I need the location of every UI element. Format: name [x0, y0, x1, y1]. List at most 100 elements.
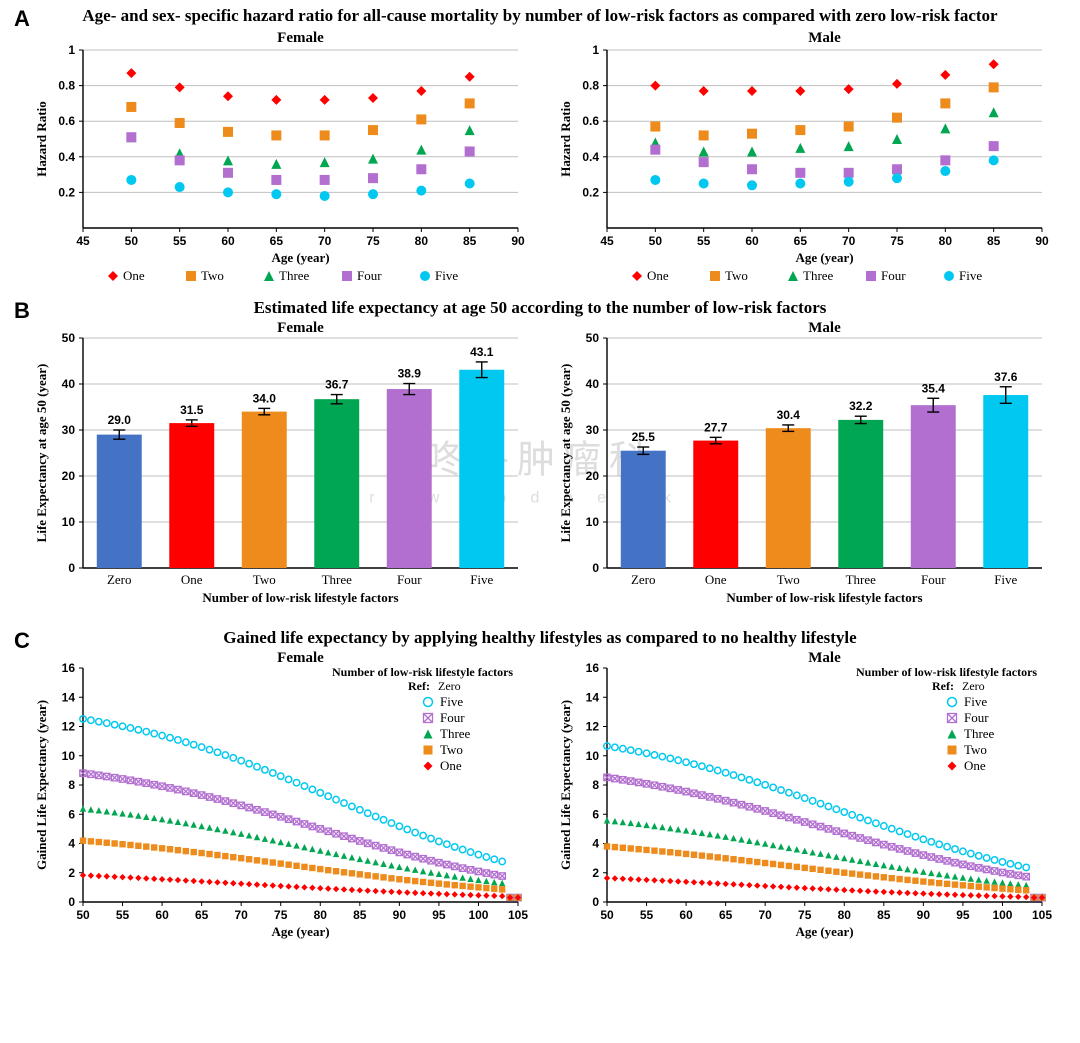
- svg-text:38.9: 38.9: [398, 367, 422, 381]
- svg-text:Hazard Ratio: Hazard Ratio: [34, 101, 49, 176]
- svg-text:Three: Three: [964, 726, 995, 741]
- svg-text:One: One: [181, 572, 203, 587]
- svg-text:Two: Two: [201, 268, 224, 283]
- svg-text:Ref:: Ref:: [408, 679, 430, 693]
- svg-text:10: 10: [586, 515, 600, 529]
- svg-text:2: 2: [592, 866, 599, 880]
- svg-text:Two: Two: [253, 572, 276, 587]
- svg-text:75: 75: [366, 234, 380, 248]
- svg-text:45: 45: [76, 234, 90, 248]
- svg-text:0: 0: [592, 895, 599, 909]
- svg-text:Three: Three: [279, 268, 310, 283]
- svg-text:95: 95: [432, 908, 446, 922]
- svg-text:One: One: [705, 572, 727, 587]
- svg-text:50: 50: [586, 331, 600, 345]
- svg-text:Age (year): Age (year): [271, 924, 329, 939]
- svg-text:12: 12: [62, 720, 76, 734]
- svg-text:65: 65: [719, 908, 733, 922]
- svg-text:Ref:: Ref:: [932, 679, 954, 693]
- line-chart: Male024681012141650556065707580859095100…: [552, 648, 1052, 948]
- svg-text:Male: Male: [808, 320, 841, 336]
- svg-text:75: 75: [890, 234, 904, 248]
- svg-text:0: 0: [592, 561, 599, 575]
- line-chart: Female0246810121416505560657075808590951…: [28, 648, 528, 948]
- svg-text:One: One: [647, 268, 669, 283]
- svg-text:55: 55: [640, 908, 654, 922]
- svg-text:10: 10: [62, 515, 76, 529]
- svg-text:One: One: [123, 268, 145, 283]
- svg-text:50: 50: [76, 908, 90, 922]
- svg-text:0.2: 0.2: [58, 185, 75, 199]
- svg-text:0.6: 0.6: [582, 114, 599, 128]
- svg-text:105: 105: [508, 908, 528, 922]
- panel-a-charts: Female0.20.40.60.8145505560657075808590A…: [10, 28, 1070, 288]
- svg-text:50: 50: [600, 908, 614, 922]
- svg-text:Age (year): Age (year): [795, 250, 853, 265]
- svg-text:Three: Three: [803, 268, 834, 283]
- svg-text:40: 40: [586, 377, 600, 391]
- svg-text:Two: Two: [725, 268, 748, 283]
- svg-text:4: 4: [68, 837, 75, 851]
- svg-text:70: 70: [318, 234, 332, 248]
- svg-text:Hazard Ratio: Hazard Ratio: [558, 101, 573, 176]
- svg-text:Five: Five: [959, 268, 982, 283]
- svg-text:Zero: Zero: [107, 572, 132, 587]
- svg-text:105: 105: [1032, 908, 1052, 922]
- svg-text:Number of low-risk lifestyle f: Number of low-risk lifestyle factors: [202, 590, 398, 605]
- svg-text:90: 90: [511, 234, 525, 248]
- svg-text:70: 70: [235, 908, 249, 922]
- svg-text:85: 85: [987, 234, 1001, 248]
- svg-text:60: 60: [221, 234, 235, 248]
- svg-text:37.6: 37.6: [994, 370, 1018, 384]
- svg-text:75: 75: [274, 908, 288, 922]
- svg-text:Two: Two: [777, 572, 800, 587]
- svg-text:0.2: 0.2: [582, 185, 599, 199]
- svg-text:1: 1: [592, 43, 599, 57]
- svg-text:85: 85: [463, 234, 477, 248]
- svg-text:90: 90: [917, 908, 931, 922]
- scatter-chart: Male0.20.40.60.8145505560657075808590Age…: [552, 28, 1052, 288]
- svg-text:55: 55: [173, 234, 187, 248]
- svg-text:Four: Four: [881, 268, 906, 283]
- svg-text:Age (year): Age (year): [795, 924, 853, 939]
- svg-text:Two: Two: [964, 742, 987, 757]
- svg-text:0.8: 0.8: [582, 79, 599, 93]
- svg-text:0: 0: [68, 561, 75, 575]
- svg-text:1: 1: [68, 43, 75, 57]
- svg-text:70: 70: [759, 908, 773, 922]
- svg-text:Three: Three: [846, 572, 877, 587]
- bar-chart: Female01020304050Life Expectancy at age …: [28, 318, 528, 618]
- panel-c-title: Gained life expectancy by applying healt…: [10, 628, 1070, 648]
- svg-text:Life Expectancy at age 50 (yea: Life Expectancy at age 50 (year): [34, 364, 49, 543]
- svg-text:0.8: 0.8: [58, 79, 75, 93]
- svg-text:Five: Five: [440, 694, 463, 709]
- svg-text:16: 16: [586, 661, 600, 675]
- svg-text:8: 8: [68, 778, 75, 792]
- svg-text:Number of low-risk lifestyle f: Number of low-risk lifestyle factors: [726, 590, 922, 605]
- svg-text:32.2: 32.2: [849, 399, 873, 413]
- svg-text:20: 20: [586, 469, 600, 483]
- panel-b-title: Estimated life expectancy at age 50 acco…: [10, 298, 1070, 318]
- svg-text:Four: Four: [397, 572, 422, 587]
- svg-text:Four: Four: [440, 710, 465, 725]
- svg-text:65: 65: [270, 234, 284, 248]
- svg-text:Zero: Zero: [631, 572, 656, 587]
- svg-text:2: 2: [68, 866, 75, 880]
- svg-text:14: 14: [62, 690, 76, 704]
- svg-text:40: 40: [62, 377, 76, 391]
- svg-text:34.0: 34.0: [253, 391, 277, 405]
- svg-text:Zero: Zero: [962, 679, 985, 693]
- svg-text:36.7: 36.7: [325, 378, 349, 392]
- svg-text:One: One: [440, 758, 462, 773]
- svg-text:20: 20: [62, 469, 76, 483]
- svg-text:30: 30: [62, 423, 76, 437]
- svg-text:75: 75: [798, 908, 812, 922]
- svg-text:65: 65: [195, 908, 209, 922]
- svg-text:Four: Four: [964, 710, 989, 725]
- svg-text:0.4: 0.4: [582, 150, 599, 164]
- svg-text:60: 60: [155, 908, 169, 922]
- svg-text:30: 30: [586, 423, 600, 437]
- svg-text:35.4: 35.4: [922, 381, 946, 395]
- svg-text:43.1: 43.1: [470, 345, 494, 359]
- panel-b-row: B Estimated life expectancy at age 50 ac…: [10, 298, 1070, 318]
